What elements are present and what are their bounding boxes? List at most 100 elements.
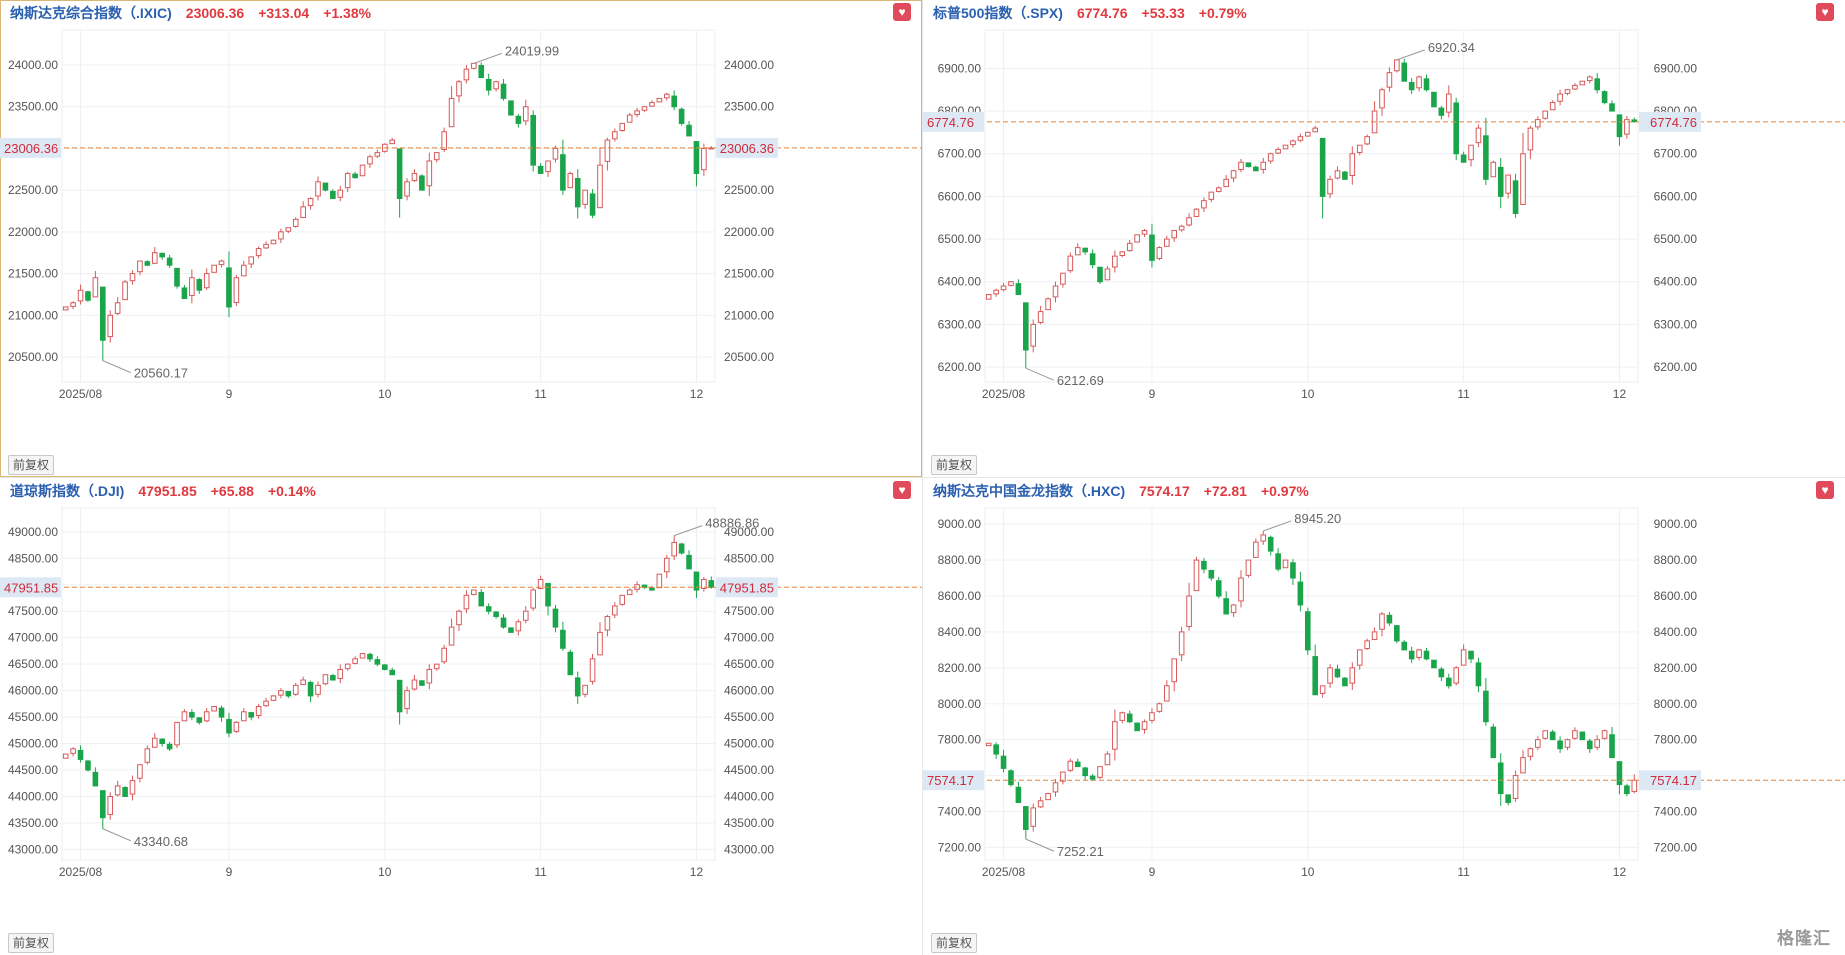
candle-body bbox=[1364, 640, 1370, 650]
candle-body bbox=[1275, 553, 1281, 570]
y-tick-label-left: 8800.00 bbox=[938, 553, 982, 567]
candle-body bbox=[189, 712, 195, 718]
candle-body bbox=[100, 286, 106, 341]
candle-body bbox=[226, 718, 232, 734]
y-tick-label-left: 7800.00 bbox=[938, 733, 982, 747]
price-adjust-button[interactable]: 前复权 bbox=[8, 933, 55, 953]
high-value-label: 8945.20 bbox=[1294, 511, 1341, 526]
chart-panel-spx[interactable]: 标普500指数（.SPX) 6774.76 +53.33 +0.79% 6200… bbox=[923, 0, 1845, 477]
candle-body bbox=[1356, 649, 1363, 666]
candle-body bbox=[174, 267, 180, 287]
candle-body bbox=[1230, 604, 1237, 614]
candle-body bbox=[1089, 775, 1096, 780]
candle-body bbox=[211, 264, 217, 273]
candle-body bbox=[1023, 302, 1029, 351]
candle-body bbox=[248, 712, 255, 718]
candle-body bbox=[619, 594, 626, 605]
last-price-label-right: 47951.85 bbox=[720, 580, 774, 595]
candle-body bbox=[1290, 140, 1296, 146]
favorite-heart-icon[interactable] bbox=[1816, 481, 1834, 499]
candle-body bbox=[1468, 144, 1474, 161]
candle-body bbox=[1134, 234, 1140, 243]
candlestick-chart[interactable]: 43000.00 43000.00 43500.00 43500.00 44000.00… bbox=[0, 504, 922, 955]
y-tick-label-right: 47500.00 bbox=[724, 604, 774, 618]
candle-body bbox=[1171, 658, 1178, 683]
candlestick-chart[interactable]: 7200.007200.007400.007400.007600.007600.… bbox=[923, 504, 1845, 955]
candle-body bbox=[278, 690, 284, 696]
horizontal-divider bbox=[0, 477, 1845, 478]
candle-body bbox=[181, 287, 188, 300]
y-tick-label-right: 48500.00 bbox=[724, 551, 774, 565]
price-adjust-button[interactable]: 前复权 bbox=[8, 455, 55, 475]
candle-body bbox=[114, 302, 121, 314]
y-tick-label-right: 8400.00 bbox=[1654, 625, 1698, 639]
candle-body bbox=[574, 677, 581, 697]
candle-body bbox=[1104, 268, 1111, 281]
candle-body bbox=[471, 62, 477, 69]
quote-header: 纳斯达克综合指数（.IXIC) 23006.36 +313.04 +1.38% bbox=[0, 0, 371, 26]
index-name[interactable]: 纳斯达克中国金龙指数（.HXC) bbox=[933, 483, 1126, 499]
candle-body bbox=[1156, 247, 1163, 259]
candlestick-chart[interactable]: 20500.00 20500.00 21000.00 21000.00 21500.00… bbox=[0, 26, 922, 477]
candle-body bbox=[1342, 171, 1348, 180]
candle-body bbox=[248, 256, 255, 265]
y-tick-label-left: 44500.00 bbox=[8, 763, 58, 777]
chart-panel-hxc[interactable]: 纳斯达克中国金龙指数（.HXC) 7574.17 +72.81 +0.97% 7… bbox=[923, 478, 1845, 955]
candlestick-chart[interactable]: 6200.00 6200.00 6300.00 6300.00 6400.00 6400.… bbox=[923, 26, 1845, 477]
candle-body bbox=[218, 707, 225, 718]
y-tick-label-right: 20500.00 bbox=[724, 350, 774, 364]
y-tick-label-right: 22000.00 bbox=[724, 225, 774, 239]
y-tick-label-left: 21000.00 bbox=[8, 308, 58, 322]
candle-body bbox=[1334, 170, 1341, 179]
candle-body bbox=[1312, 656, 1319, 696]
candle-body bbox=[634, 110, 640, 115]
x-tick-label: 11 bbox=[534, 387, 547, 401]
candle-body bbox=[589, 658, 596, 682]
candle-body bbox=[1586, 740, 1593, 750]
y-tick-label-left: 45000.00 bbox=[8, 737, 58, 751]
candle-body bbox=[129, 780, 136, 795]
index-name[interactable]: 纳斯达克综合指数（.IXIC) bbox=[10, 5, 172, 21]
candle-body bbox=[1037, 311, 1044, 323]
candle-body bbox=[545, 582, 551, 607]
y-tick-label-left: 6500.00 bbox=[938, 232, 982, 246]
candle-body bbox=[270, 695, 277, 701]
high-value-label: 6920.34 bbox=[1428, 40, 1475, 55]
candle-body bbox=[537, 578, 544, 589]
candle-body bbox=[649, 102, 655, 107]
price-adjust-button[interactable]: 前复权 bbox=[931, 933, 978, 953]
index-price: 47951.85 bbox=[138, 483, 197, 499]
candle-body bbox=[441, 647, 447, 663]
candle-body bbox=[1394, 59, 1400, 72]
low-label-leader bbox=[102, 360, 132, 374]
candle-body bbox=[144, 748, 151, 763]
candle-body bbox=[137, 764, 143, 779]
favorite-heart-icon[interactable] bbox=[893, 481, 911, 499]
candle-body bbox=[1074, 761, 1081, 768]
favorite-heart-icon[interactable] bbox=[1816, 3, 1834, 21]
candle-body bbox=[1245, 559, 1252, 576]
index-name[interactable]: 标普500指数（.SPX) bbox=[933, 5, 1063, 21]
candle-body bbox=[1290, 562, 1296, 579]
candle-body bbox=[322, 182, 329, 191]
last-price-tag-left bbox=[0, 577, 61, 598]
candle-body bbox=[612, 131, 618, 140]
y-tick-label-left: 44000.00 bbox=[8, 789, 58, 803]
quote-header: 纳斯达克中国金龙指数（.HXC) 7574.17 +72.81 +0.97% bbox=[923, 478, 1309, 504]
y-tick-label-left: 6400.00 bbox=[938, 275, 982, 289]
y-tick-label-right: 46000.00 bbox=[724, 684, 774, 698]
candle-body bbox=[708, 580, 715, 588]
chart-panel-dji[interactable]: 道琼斯指数（.DJI) 47951.85 +65.88 +0.14% 43000… bbox=[0, 478, 922, 955]
y-tick-label-left: 8200.00 bbox=[938, 661, 982, 675]
candle-body bbox=[567, 651, 574, 676]
candle-body bbox=[1601, 91, 1608, 104]
price-adjust-button[interactable]: 前复权 bbox=[931, 455, 978, 475]
index-name[interactable]: 道琼斯指数（.DJI) bbox=[10, 483, 125, 499]
chart-panel-ixic[interactable]: 纳斯达克综合指数（.IXIC) 23006.36 +313.04 +1.38% … bbox=[0, 0, 922, 477]
candle-body bbox=[1445, 677, 1452, 687]
candle-body bbox=[166, 743, 173, 750]
favorite-heart-icon[interactable] bbox=[893, 3, 911, 21]
candle-body bbox=[62, 753, 69, 759]
candle-body bbox=[1037, 800, 1044, 808]
candle-body bbox=[1535, 119, 1541, 128]
